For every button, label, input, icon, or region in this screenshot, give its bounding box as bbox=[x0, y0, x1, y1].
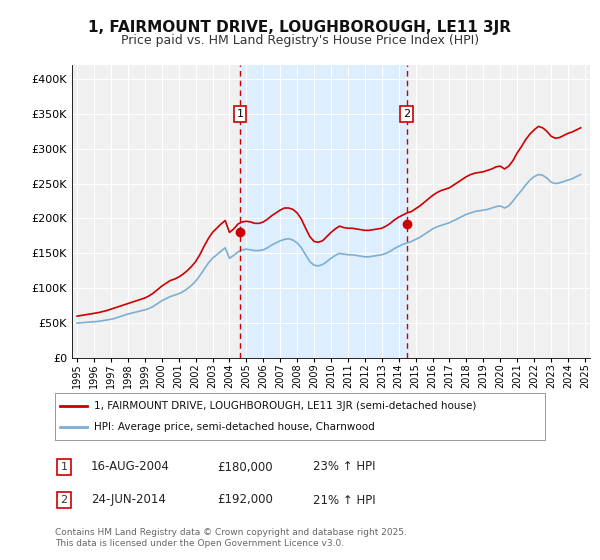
Text: 24-JUN-2014: 24-JUN-2014 bbox=[91, 493, 166, 506]
Bar bbox=[240, 65, 407, 358]
Text: 1: 1 bbox=[61, 462, 67, 472]
Text: Price paid vs. HM Land Registry's House Price Index (HPI): Price paid vs. HM Land Registry's House … bbox=[121, 34, 479, 46]
Text: 16-AUG-2004: 16-AUG-2004 bbox=[91, 460, 170, 474]
Text: £180,000: £180,000 bbox=[217, 460, 272, 474]
Text: 2: 2 bbox=[403, 109, 410, 119]
Text: HPI: Average price, semi-detached house, Charnwood: HPI: Average price, semi-detached house,… bbox=[94, 422, 375, 432]
Text: 1, FAIRMOUNT DRIVE, LOUGHBOROUGH, LE11 3JR (semi-detached house): 1, FAIRMOUNT DRIVE, LOUGHBOROUGH, LE11 3… bbox=[94, 401, 476, 410]
Text: 2: 2 bbox=[61, 495, 68, 505]
Text: Contains HM Land Registry data © Crown copyright and database right 2025.
This d: Contains HM Land Registry data © Crown c… bbox=[55, 528, 407, 548]
Text: 21% ↑ HPI: 21% ↑ HPI bbox=[313, 493, 376, 506]
Text: £192,000: £192,000 bbox=[217, 493, 273, 506]
Text: 1: 1 bbox=[236, 109, 244, 119]
Text: 23% ↑ HPI: 23% ↑ HPI bbox=[313, 460, 376, 474]
Text: 1, FAIRMOUNT DRIVE, LOUGHBOROUGH, LE11 3JR: 1, FAIRMOUNT DRIVE, LOUGHBOROUGH, LE11 3… bbox=[89, 20, 511, 35]
